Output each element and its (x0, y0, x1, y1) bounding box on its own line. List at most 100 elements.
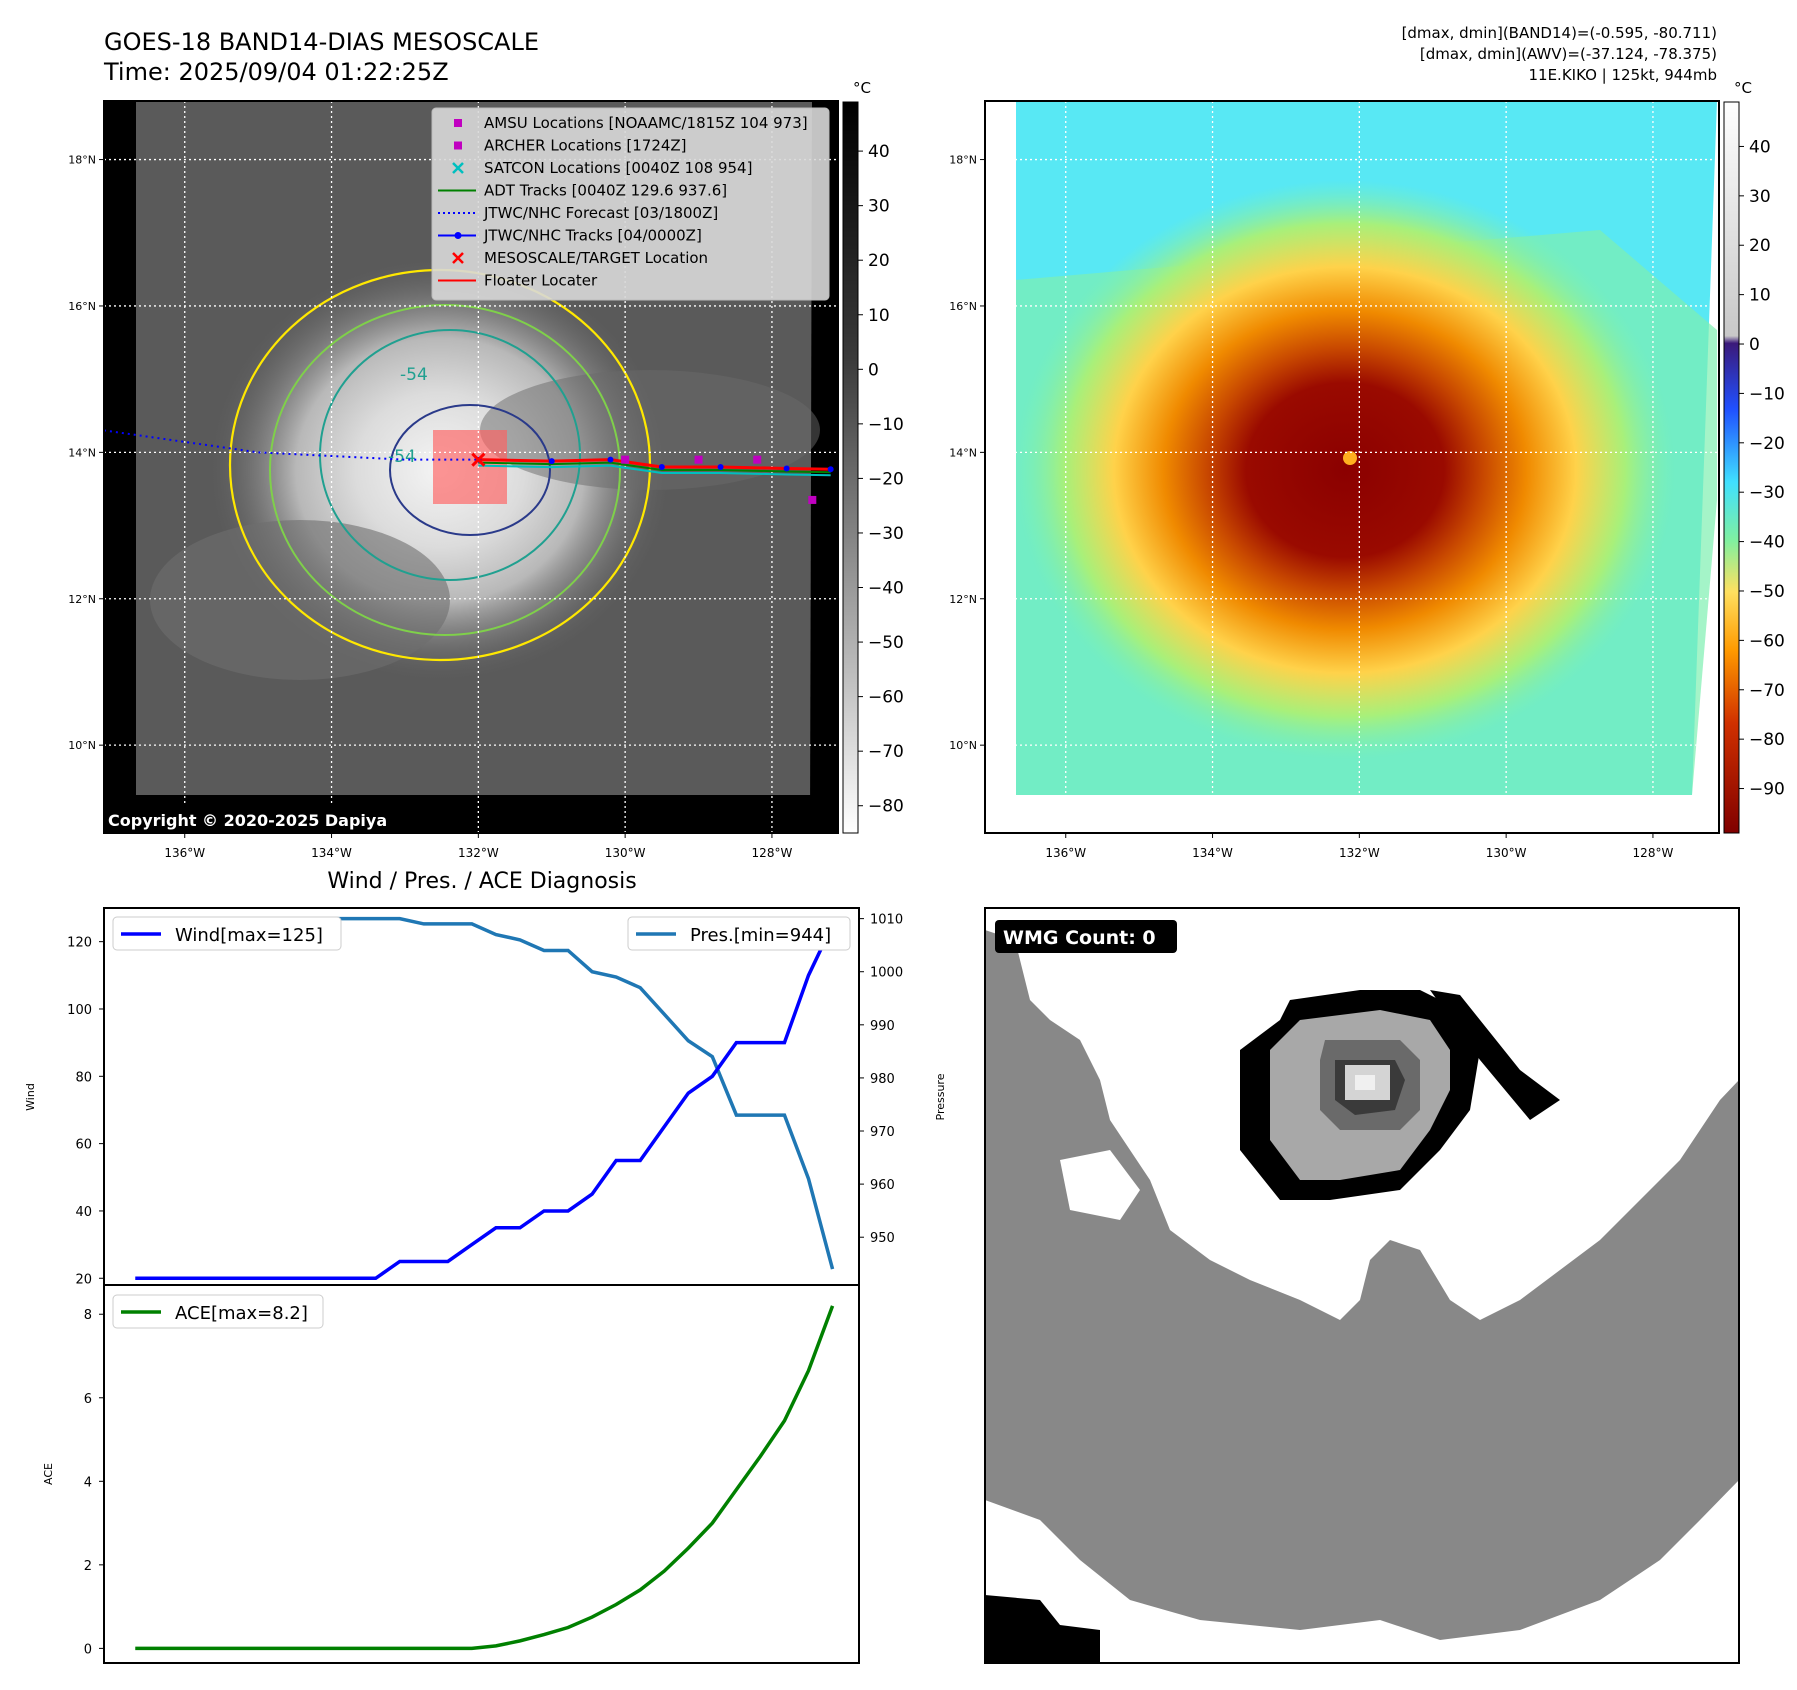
timeseries-marks: 20 40 60 80 100 120 950 960 970 980 990 1000 1010 0 2 4… (67, 913, 903, 1658)
colorbar-tick-label: 40 (1749, 137, 1771, 157)
colorbar-tick-label: 30 (1749, 187, 1771, 207)
lon-tick-label: 130°W (1486, 846, 1527, 860)
legend-marker (454, 119, 462, 127)
pressure-tick-label: 950 (870, 1231, 895, 1246)
legend-label: JTWC/NHC Forecast [03/1800Z] (483, 204, 718, 222)
colorbar-tick-label: 20 (868, 251, 890, 271)
lon-tick-label: 136°W (1045, 846, 1086, 860)
legend-marker (452, 162, 464, 174)
lat-tick-label: 14°N (68, 446, 96, 459)
ir-panel: -54 -54 136°W 134°W 132°W 130°W 128°W 18°N 16°… (68, 79, 904, 860)
ir-colorbar-unit: °C (853, 79, 871, 97)
colorbar-tick-label: 30 (868, 197, 890, 217)
best-track-point (717, 464, 724, 470)
copyright-banner (104, 806, 414, 833)
target-location (471, 452, 486, 467)
colorbar-tick-label: 10 (868, 306, 890, 326)
lon-tick-label: 132°W (1339, 846, 1380, 860)
dmax-band14: [dmax, dmin](BAND14)=(-0.595, -80.711) (1402, 24, 1717, 42)
legend-label: ARCHER Locations [1724Z] (484, 137, 687, 155)
colorbar-tick-label: −50 (868, 633, 904, 653)
colorbar-tick-label: 40 (868, 142, 890, 162)
colorbar-tick-label: −30 (868, 524, 904, 544)
colorbar-tick-label: −90 (1749, 780, 1785, 800)
legend-marker (452, 252, 464, 264)
colorbar-tick-label: 20 (1749, 236, 1771, 256)
ir-contour-navy (389, 404, 551, 536)
wind-tick-label: 120 (67, 936, 92, 951)
awv-panel: 136°W 134°W 132°W 130°W 128°W 18°N 16°N 14°N 12°… (949, 79, 1785, 860)
ace-tick-label: 0 (84, 1642, 92, 1657)
lat-tick-label: 12°N (68, 593, 96, 606)
amsu-location (621, 455, 630, 464)
amsu-location (694, 455, 703, 464)
wind-tick-label: 100 (67, 1003, 92, 1018)
wmg-badge (995, 920, 1177, 953)
colorbar-tick-label: −40 (868, 579, 904, 599)
colorbar-tick-label: −70 (1749, 681, 1785, 701)
legend-marker (454, 141, 462, 150)
lat-tick-label: 18°N (949, 154, 977, 167)
legend-label: Floater Locater (484, 272, 598, 290)
wind-series-line (135, 924, 835, 1281)
colorbar-tick-label: −60 (868, 688, 904, 708)
pressure-tick-label: 1000 (870, 966, 903, 981)
legend-label: AMSU Locations [NOAAMC/1815Z 104 973] (484, 114, 808, 132)
best-track-point (658, 464, 665, 470)
best-track-point (548, 458, 555, 465)
lon-tick-label: 128°W (752, 846, 793, 860)
pressure-tick-label: 1010 (870, 913, 903, 928)
figure-title: GOES-18 BAND14-DIAS MESOSCALE (104, 28, 539, 56)
lat-tick-label: 14°N (949, 446, 977, 459)
lon-tick-label: 136°W (164, 846, 205, 860)
pressure-tick-label: 980 (870, 1072, 895, 1087)
pressure-tick-label: 970 (870, 1125, 895, 1140)
lon-tick-label: 130°W (605, 846, 646, 860)
wind-tick-label: 60 (75, 1138, 92, 1153)
colorbar-tick-label: −20 (1749, 434, 1785, 454)
colorbar-tick-label: −10 (1749, 384, 1785, 404)
storm-info: 11E.KIKO | 125kt, 944mb (1528, 66, 1717, 84)
awv-gridlines (985, 101, 1719, 833)
ace-tick-label: 8 (84, 1308, 92, 1323)
ace-legend-label: ACE[max=8.2] (175, 1303, 308, 1324)
ace-tick-label: 6 (84, 1392, 92, 1407)
wmg-image (985, 930, 1739, 1663)
lon-tick-label: 132°W (458, 846, 499, 860)
pressure-tick-label: 990 (870, 1019, 895, 1034)
contour-label: -54 (400, 365, 428, 385)
lat-tick-label: 16°N (949, 300, 977, 313)
amsu-location (753, 455, 762, 464)
colorbar-tick-label: 0 (868, 360, 879, 380)
awv-colorbar-unit: °C (1734, 79, 1752, 97)
wmg-badge-text: WMG Count: 0 (1003, 927, 1156, 949)
wmg-panel: WMG Count: 0 (984, 907, 1740, 1664)
colorbar-tick-label: −80 (868, 797, 904, 817)
colorbar-tick-label: 0 (1749, 335, 1760, 355)
lat-tick-label: 16°N (68, 300, 96, 313)
lon-tick-label: 134°W (311, 846, 352, 860)
lon-tick-label: 128°W (1633, 846, 1674, 860)
ir-colorbar: °C 40 30 20 10 0 −10 −20 −30 −40 −50 −60 −70 −80 (842, 79, 904, 834)
timeseries-title: Wind / Pres. / ACE Diagnosis (327, 869, 636, 894)
lat-tick-label: 18°N (68, 154, 96, 167)
colorbar-tick-label: −60 (1749, 631, 1785, 651)
forecast-track (104, 429, 479, 461)
awv-colorbar: °C 40 30 20 10 0 −10 −20 −30 −40 −50 −60 −70 −80 −90 (1723, 79, 1785, 834)
wind-tick-label: 20 (75, 1272, 92, 1287)
colorbar-tick-label: −70 (868, 742, 904, 762)
colorbar-tick-label: −80 (1749, 730, 1785, 750)
best-track-point (607, 456, 614, 463)
awv-eye (1343, 451, 1357, 465)
colorbar-tick-label: −20 (868, 469, 904, 489)
ir-axis-ticks: 136°W 134°W 132°W 130°W 128°W 18°N 16°N 14°N 12°… (68, 154, 792, 860)
colorbar-tick-label: −40 (1749, 533, 1785, 553)
ace-tick-label: 4 (84, 1475, 92, 1490)
figure-time: Time: 2025/09/04 01:22:25Z (103, 58, 449, 86)
legend-label: ADT Tracks [0040Z 129.6 937.6] (484, 182, 727, 200)
best-track-point (827, 466, 834, 473)
wind-tick-label: 80 (75, 1070, 92, 1085)
ir-legend: AMSU Locations [NOAAMC/1815Z 104 973] ARC… (431, 107, 830, 301)
contour-label: -54 (388, 447, 416, 467)
